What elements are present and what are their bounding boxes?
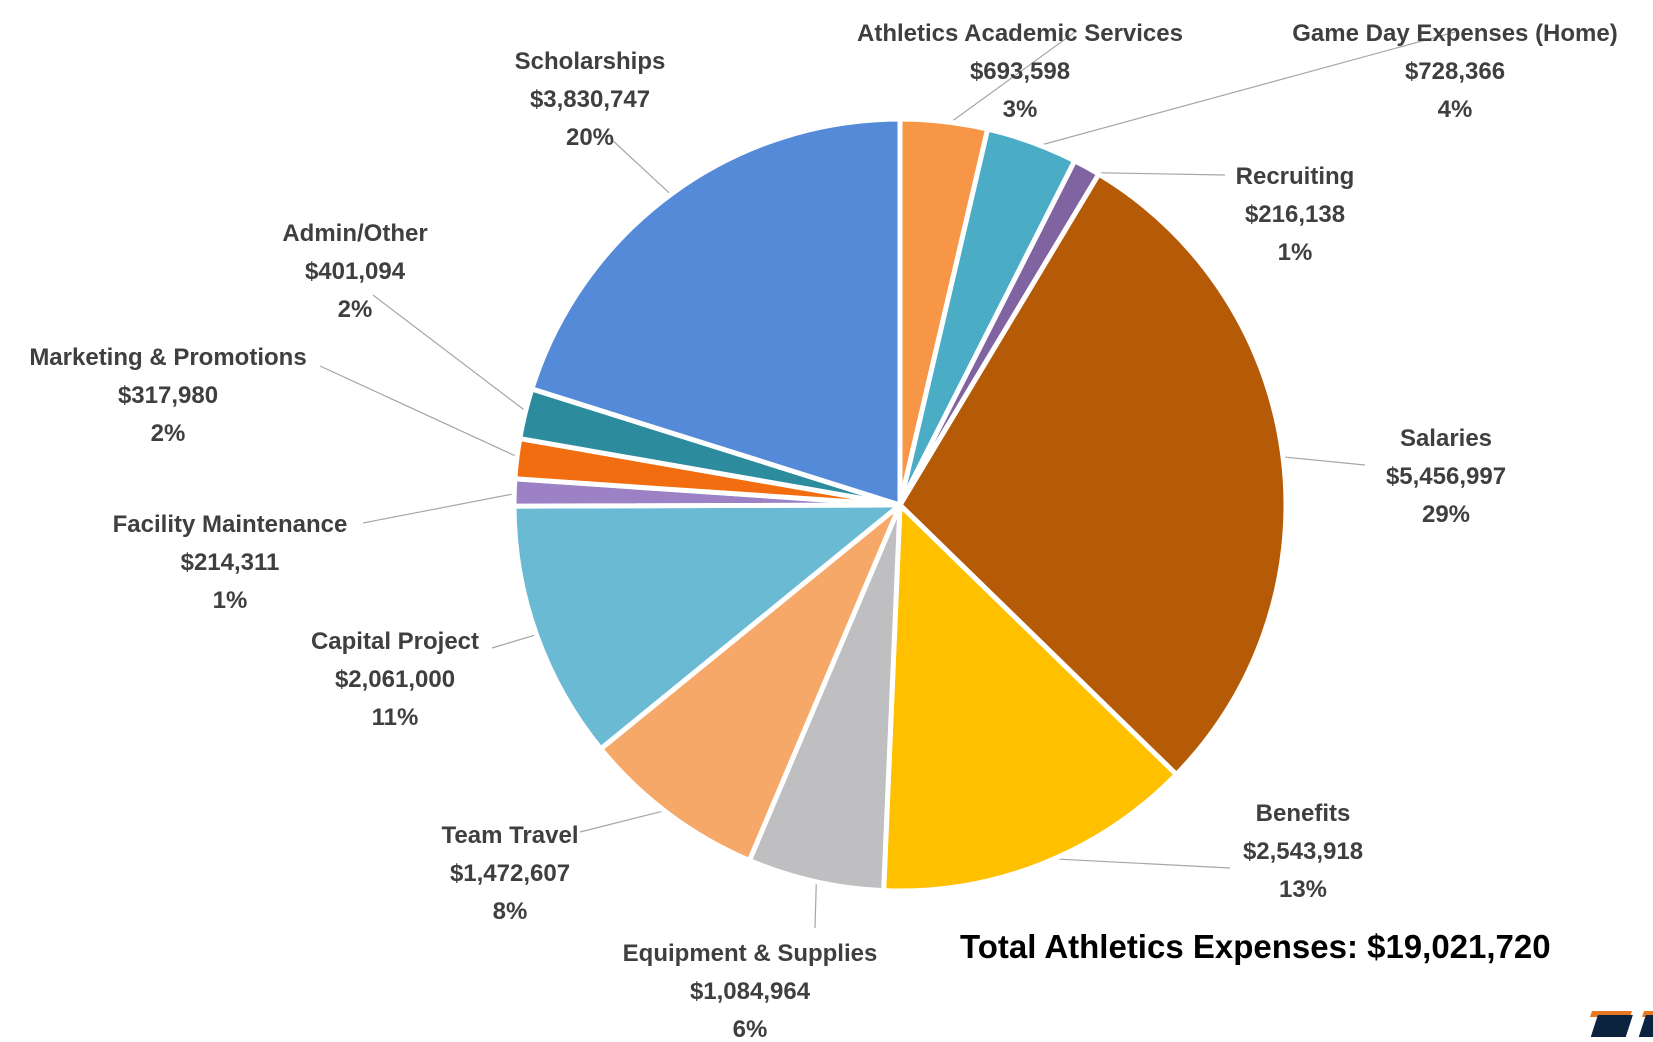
slice-label: Salaries $5,456,997 29% bbox=[1386, 425, 1506, 528]
slice-percent: 8% bbox=[493, 898, 528, 925]
slice-amount: $401,094 bbox=[305, 258, 406, 285]
leader-line bbox=[1040, 858, 1230, 868]
slice-percent: 11% bbox=[372, 704, 419, 731]
leader-line bbox=[1277, 456, 1365, 465]
slice-label: Marketing & Promotions $317,980 2% bbox=[29, 344, 306, 447]
slice-label: Equipment & Supplies $1,084,964 6% bbox=[623, 940, 878, 1037]
slice-label: Recruiting $216,138 1% bbox=[1236, 163, 1355, 266]
slice-percent: 3% bbox=[1003, 96, 1038, 123]
slice-name: Capital Project bbox=[311, 628, 479, 655]
slice-amount: $214,311 bbox=[181, 549, 280, 576]
slice-percent: 1% bbox=[1278, 239, 1313, 266]
slice-label: Capital Project $2,061,000 11% bbox=[311, 628, 479, 731]
slice-label: Benefits $2,543,918 13% bbox=[1243, 800, 1363, 903]
slice-percent: 1% bbox=[213, 587, 248, 614]
slice-percent: 4% bbox=[1438, 96, 1473, 123]
slice-amount: $2,061,000 bbox=[335, 666, 455, 693]
slice-percent: 20% bbox=[566, 124, 614, 151]
slice-amount: $1,084,964 bbox=[690, 978, 811, 1005]
slice-amount: $216,138 bbox=[1245, 201, 1345, 228]
slice-name: Facility Maintenance bbox=[113, 511, 348, 538]
slice-label: Facility Maintenance $214,311 1% bbox=[113, 511, 348, 614]
leader-line bbox=[1030, 32, 1455, 148]
total-expenses-label: Total Athletics Expenses: $19,021,720 bbox=[960, 928, 1551, 966]
slice-percent: 2% bbox=[338, 296, 373, 323]
slice-name: Admin/Other bbox=[282, 220, 427, 247]
slice-amount: $2,543,918 bbox=[1243, 838, 1363, 865]
slice-amount: $317,980 bbox=[118, 382, 218, 409]
leader-line bbox=[363, 493, 520, 523]
slice-name: Athletics Academic Services bbox=[857, 20, 1183, 47]
slice-name: Benefits bbox=[1256, 800, 1351, 827]
slice-label: Admin/Other $401,094 2% bbox=[282, 220, 427, 323]
university-logo bbox=[1543, 1007, 1653, 1037]
leader-line bbox=[610, 138, 675, 199]
slice-percent: 13% bbox=[1279, 876, 1327, 903]
slice-name: Marketing & Promotions bbox=[29, 344, 306, 371]
slice-amount: $5,456,997 bbox=[1386, 463, 1506, 490]
slice-name: Equipment & Supplies bbox=[623, 940, 878, 967]
slice-label: Game Day Expenses (Home) $728,366 4% bbox=[1292, 20, 1617, 123]
slice-percent: 29% bbox=[1422, 501, 1470, 528]
slice-amount: $693,598 bbox=[970, 58, 1070, 85]
slice-amount: $728,366 bbox=[1405, 58, 1505, 85]
slice-amount: $3,830,747 bbox=[530, 86, 650, 113]
slice-amount: $1,472,607 bbox=[450, 860, 570, 887]
slice-percent: 6% bbox=[733, 1016, 768, 1037]
slice-percent: 2% bbox=[151, 420, 186, 447]
slice-name: Scholarships bbox=[515, 48, 666, 75]
slice-name: Salaries bbox=[1400, 425, 1492, 452]
slice-label: Athletics Academic Services $693,598 3% bbox=[857, 20, 1183, 123]
slice-name: Recruiting bbox=[1236, 163, 1355, 190]
slice-label: Scholarships $3,830,747 20% bbox=[515, 48, 666, 151]
leader-line bbox=[320, 366, 523, 459]
slice-label: Team Travel $1,472,607 8% bbox=[442, 822, 579, 925]
leader-line bbox=[580, 809, 672, 832]
leader-line bbox=[373, 295, 531, 415]
slice-name: Team Travel bbox=[442, 822, 579, 849]
slice-name: Game Day Expenses (Home) bbox=[1292, 20, 1617, 47]
leader-line bbox=[1084, 173, 1225, 176]
